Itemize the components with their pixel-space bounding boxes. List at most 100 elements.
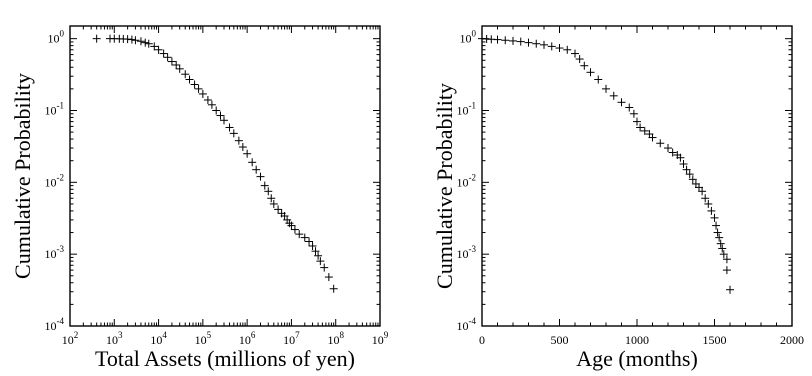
data-point (136, 37, 145, 46)
data-point (575, 55, 584, 64)
data-point (300, 233, 309, 242)
data-point (150, 42, 159, 51)
data-point (602, 84, 610, 93)
x-tick-label: 106 (239, 330, 256, 347)
data-point (656, 139, 665, 148)
data-point (580, 61, 589, 70)
data-point (698, 187, 707, 196)
data-point (716, 239, 725, 248)
y-axis-title: Cumulative Probability (10, 73, 35, 279)
data-point (216, 111, 225, 120)
data-point (710, 213, 719, 222)
data-point (676, 153, 685, 162)
data-point (290, 225, 299, 234)
data-point (248, 158, 257, 167)
data-point (509, 36, 517, 45)
x-tick-label: 108 (327, 330, 344, 347)
x-axis-title: Total Assets (millions of yen) (95, 346, 355, 371)
x-tick-label: 105 (195, 330, 212, 347)
data-point (715, 233, 724, 242)
data-point (127, 35, 136, 44)
data-point (636, 123, 645, 132)
y-tick-label: 10-2 (457, 172, 477, 189)
data-point (144, 39, 153, 48)
x-tick-label: 0 (479, 333, 485, 347)
data-point (295, 230, 304, 239)
data-point (203, 95, 212, 104)
data-point (308, 241, 317, 250)
data-point (664, 144, 672, 153)
data-point (493, 35, 502, 44)
data-point (316, 257, 325, 266)
data-point (524, 38, 533, 47)
data-point (287, 221, 296, 230)
data-point (625, 103, 634, 112)
data-point (609, 91, 618, 100)
data-point (555, 44, 564, 53)
x-tick-label: 103 (106, 330, 123, 347)
data-point (305, 237, 314, 246)
data-point (648, 133, 657, 142)
plot-frame (69, 25, 381, 327)
data-point (329, 284, 338, 293)
data-point (225, 123, 234, 132)
data-point (190, 80, 199, 89)
data-point (324, 273, 333, 282)
data-point (718, 244, 727, 253)
data-point (685, 170, 694, 179)
data-point (163, 53, 172, 62)
data-point (571, 49, 579, 58)
data-point (540, 40, 548, 49)
data-point (219, 116, 228, 125)
data-point (617, 98, 626, 107)
y-tick-label: 100 (48, 29, 65, 46)
y-tick-label: 10-1 (45, 100, 65, 117)
data-point (256, 172, 265, 181)
data-point (320, 263, 329, 272)
data-point (563, 45, 572, 54)
data-point (640, 126, 649, 135)
data-point (229, 129, 238, 138)
y-tick-label: 10-2 (45, 172, 65, 189)
x-tick-label: 104 (150, 330, 167, 347)
x-tick-label: 1500 (703, 333, 727, 347)
data-point (172, 60, 181, 69)
data-point (682, 165, 691, 174)
data-point (274, 205, 283, 214)
data-point (207, 100, 216, 109)
data-point (719, 250, 728, 259)
data-point (267, 194, 276, 203)
data-point (668, 148, 677, 157)
data-point (501, 36, 510, 45)
data-point (185, 75, 194, 84)
data-point (594, 75, 603, 84)
x-tick-label: 2000 (780, 333, 804, 347)
data-point (722, 255, 731, 264)
x-tick-label: 102 (62, 330, 79, 347)
data-point (704, 199, 713, 208)
data-point (314, 251, 323, 260)
y-axis-title: Cumulative Probability (432, 83, 457, 289)
y-tick-label: 10-3 (45, 244, 65, 261)
data-point (243, 149, 252, 158)
data-point (159, 49, 168, 58)
data-point (722, 266, 731, 275)
x-tick-label: 107 (283, 330, 300, 347)
data-point (238, 143, 247, 152)
data-point (269, 199, 278, 208)
y-tick-label: 10-4 (45, 316, 65, 333)
data-point (679, 159, 688, 168)
data-point (547, 42, 556, 51)
data-point (311, 247, 320, 256)
y-tick-label: 10-3 (457, 244, 477, 261)
data-point (154, 45, 163, 54)
data-point (707, 206, 716, 215)
data-point (131, 36, 140, 45)
data-point (260, 181, 269, 190)
data-point (198, 89, 207, 98)
data-point (252, 165, 261, 174)
data-point (234, 136, 243, 145)
x-tick-label: 109 (372, 330, 389, 347)
data-point (167, 57, 176, 66)
